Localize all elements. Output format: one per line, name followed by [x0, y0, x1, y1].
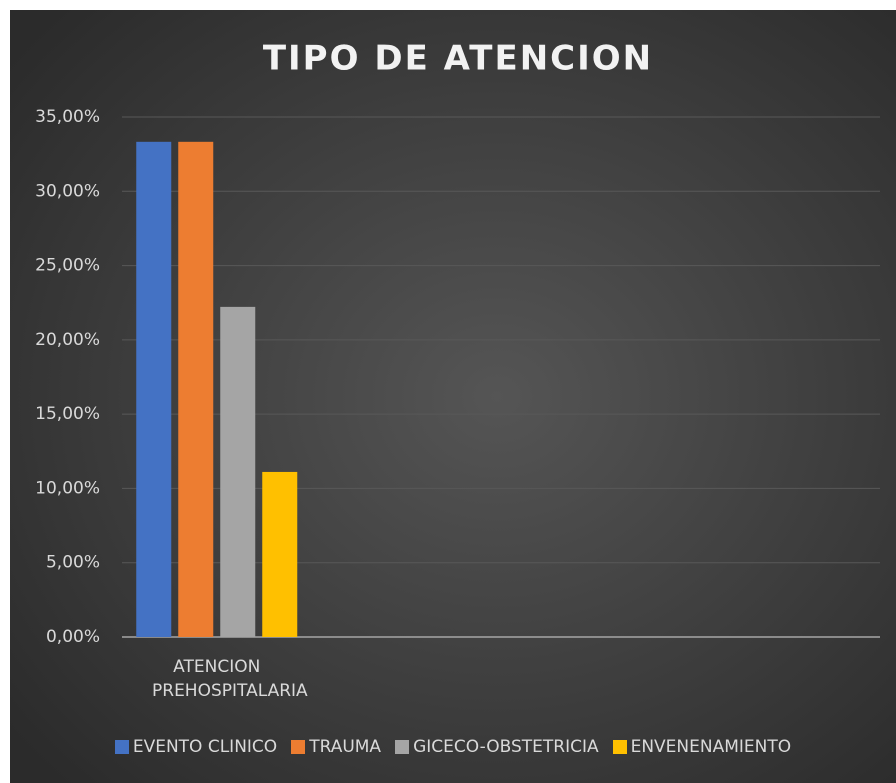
legend-swatch [114, 740, 129, 754]
legend-swatch [395, 740, 410, 754]
x-tick-label: ATENCION PREHOSPITALARIA [152, 657, 308, 701]
chart-title: TIPO DE ATENCION [263, 39, 653, 79]
y-tick-label: 5,00% [46, 553, 100, 573]
legend-item: TRAUMA [291, 737, 381, 757]
legend-item: GICECO-OBSTETRICIA [395, 737, 599, 757]
bar [136, 141, 172, 637]
y-tick-label: 15,00% [35, 404, 100, 424]
y-tick-label: 25,00% [35, 256, 100, 276]
y-tick-label: 0,00% [46, 627, 100, 647]
bar [220, 306, 256, 637]
y-tick-label: 20,00% [35, 330, 100, 350]
y-tick-label: 30,00% [35, 181, 100, 201]
legend-swatch [612, 740, 627, 754]
legend-swatch [291, 740, 306, 754]
legend: EVENTO CLINICO TRAUMA GICECO-OBSTETRICIA EN… [10, 737, 896, 757]
legend-label: EVENTO CLINICO [132, 737, 278, 757]
legend-item: ENVENENAMIENTO [612, 737, 792, 757]
bar [262, 471, 298, 637]
legend-label: ENVENENAMIENTO [630, 737, 792, 757]
bar [178, 141, 214, 637]
legend-label: TRAUMA [309, 737, 382, 757]
legend-label: GICECO-OBSTETRICIA [413, 737, 599, 757]
y-tick-label: 10,00% [35, 478, 100, 498]
legend-item: EVENTO CLINICO [114, 737, 278, 757]
y-tick-label: 35,00% [35, 107, 100, 127]
